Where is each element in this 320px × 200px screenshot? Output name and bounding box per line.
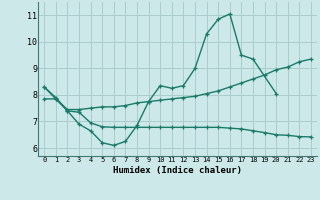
X-axis label: Humidex (Indice chaleur): Humidex (Indice chaleur) bbox=[113, 166, 242, 175]
